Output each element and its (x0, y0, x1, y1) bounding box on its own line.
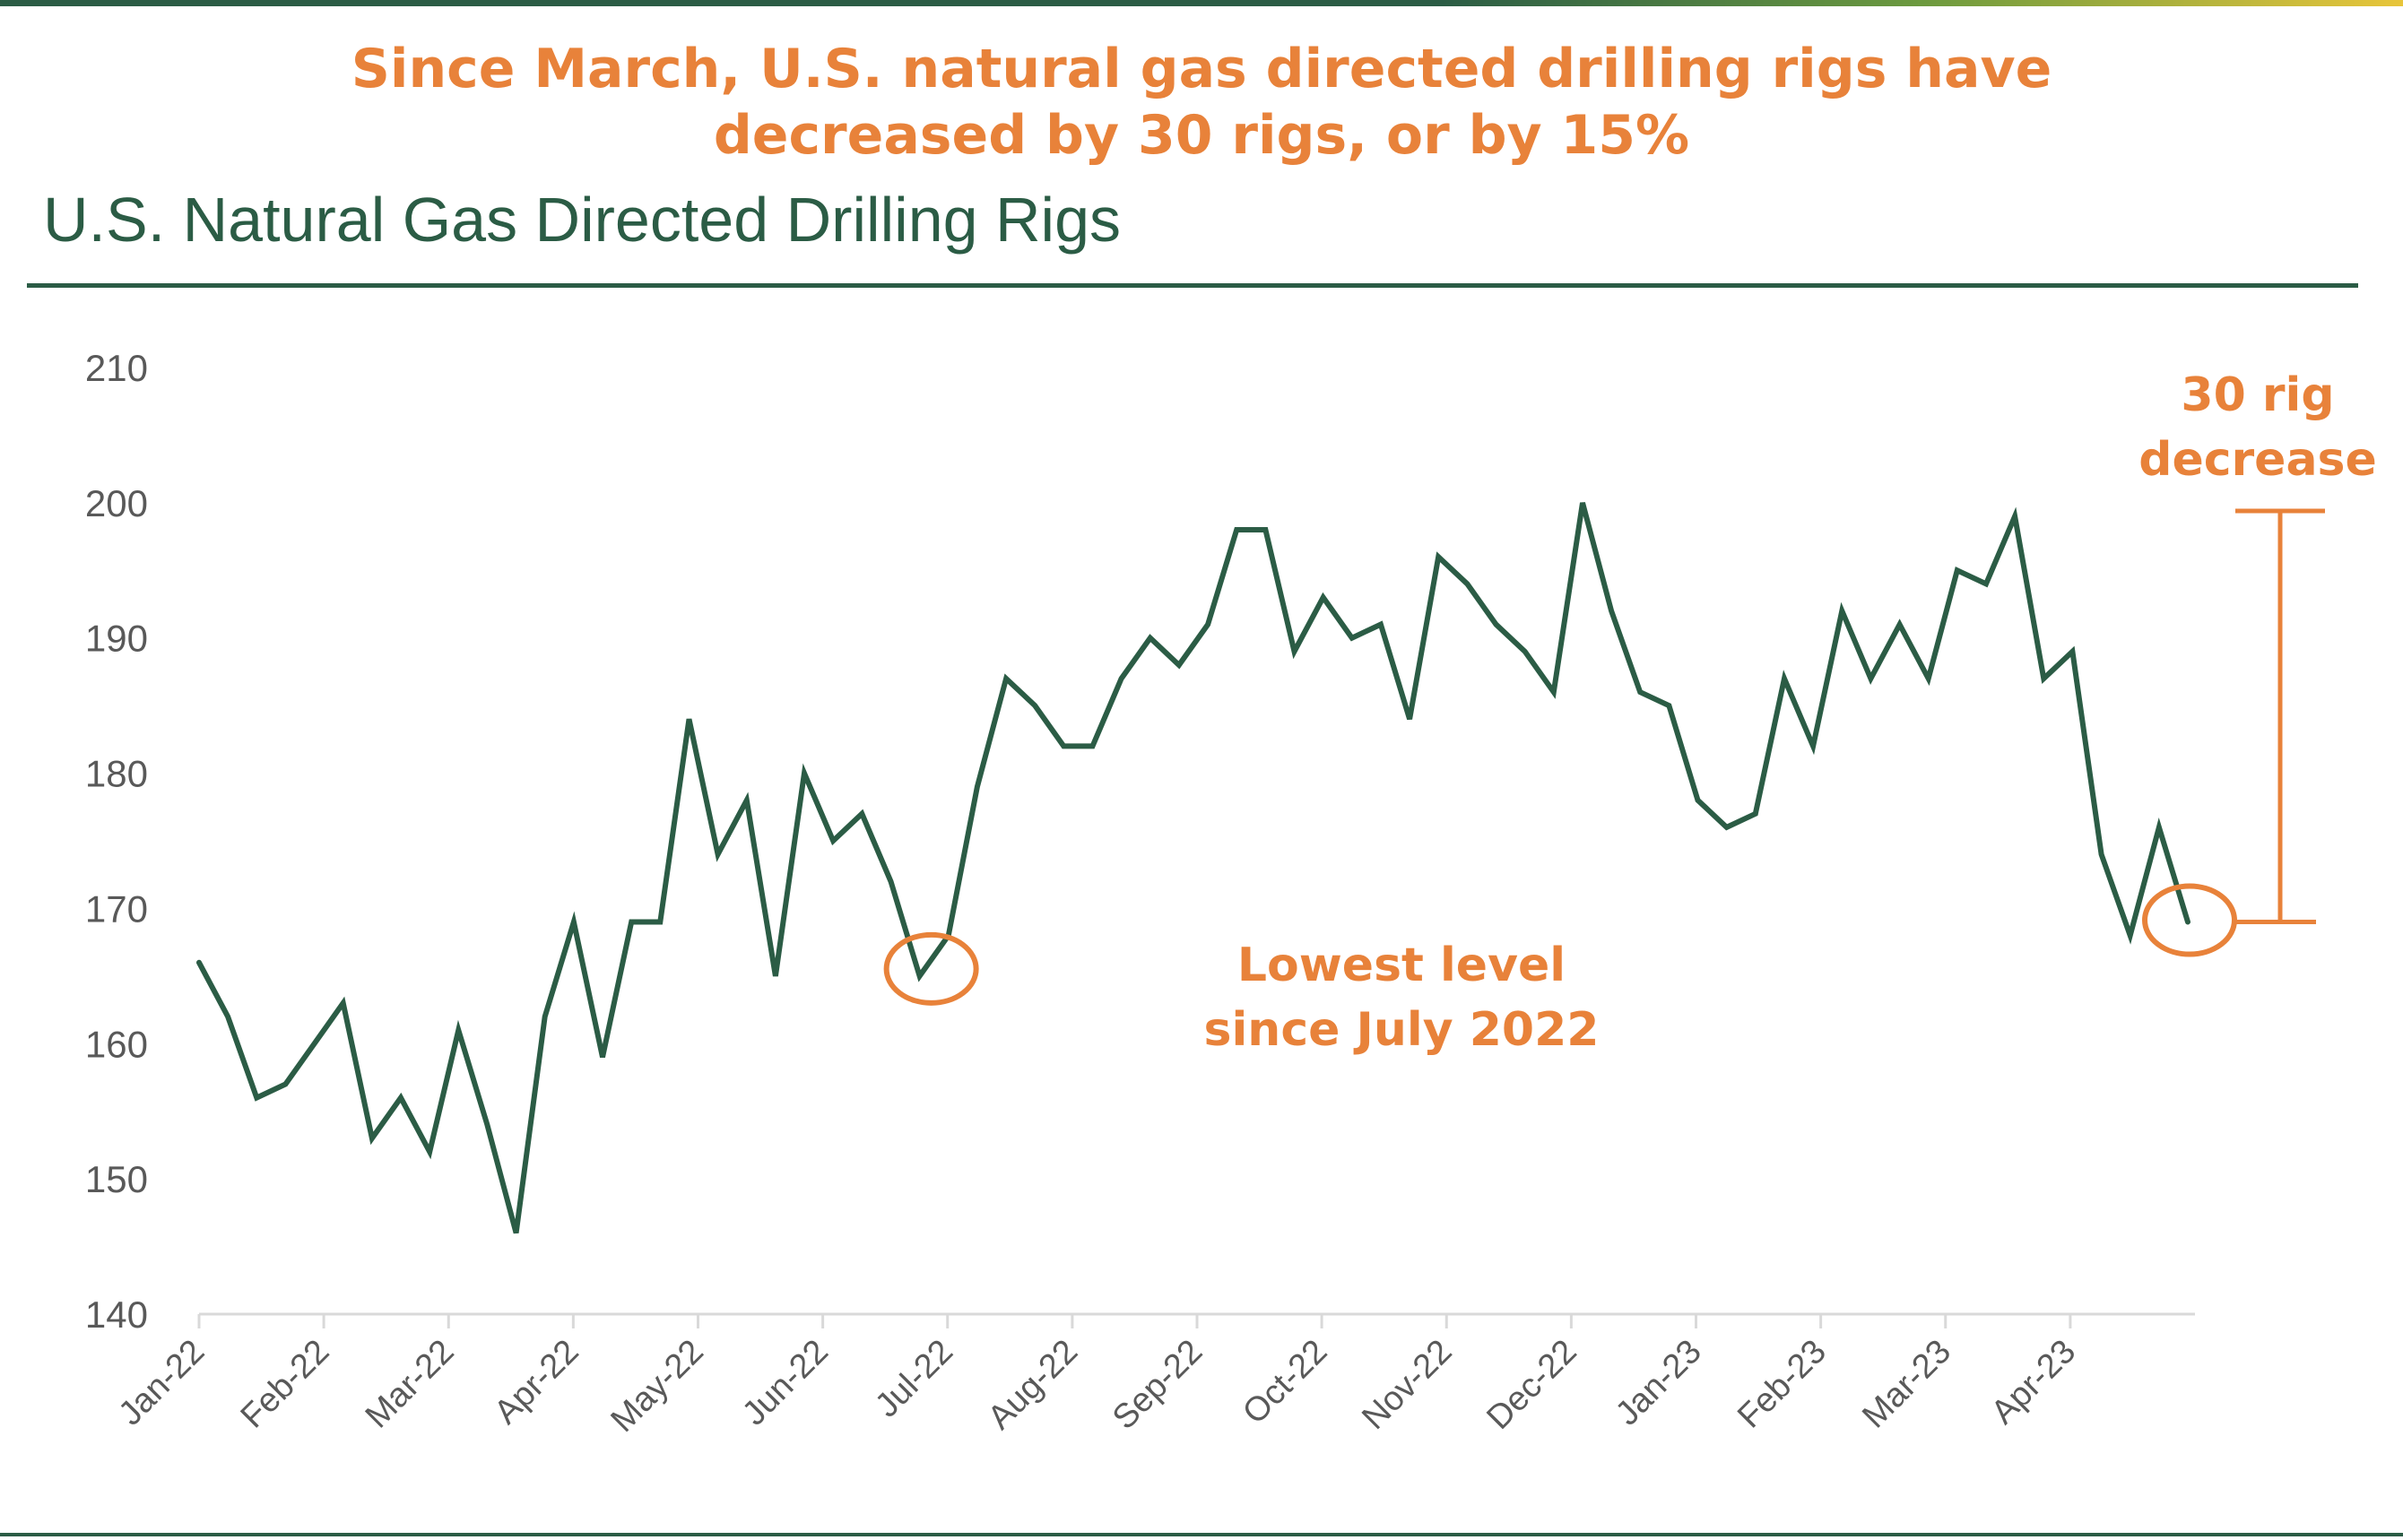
headline-line-1: Since March, U.S. natural gas directed d… (351, 38, 2052, 100)
x-tick-label: Aug-22 (981, 1333, 1085, 1437)
x-tick-label: May-22 (604, 1333, 711, 1440)
y-tick-label: 150 (85, 1158, 148, 1200)
x-tick-label: Feb-22 (234, 1333, 337, 1436)
headline: Since March, U.S. natural gas directed d… (0, 36, 2403, 169)
x-tick-label: Jan-22 (111, 1333, 212, 1433)
x-tick-label: Mar-22 (359, 1333, 462, 1436)
x-tick-label: Sep-22 (1106, 1333, 1210, 1437)
annotation-decrease-line-1: 30 rig (2181, 368, 2334, 422)
x-tick-label: Apr-23 (1984, 1333, 2083, 1432)
x-tick-label: Jan-23 (1609, 1333, 1709, 1433)
x-tick-label: Feb-23 (1731, 1333, 1834, 1436)
annotation-lowest-line-1: Lowest level (1237, 939, 1566, 992)
x-tick-label: Nov-22 (1355, 1333, 1459, 1437)
annotation-layer: Lowest level since July 2022 30 rig decr… (883, 368, 2377, 1057)
x-tick-label: Jul-22 (868, 1333, 960, 1425)
top-accent-bar (0, 0, 2403, 6)
x-tick-label: Apr-22 (487, 1333, 586, 1432)
annotation-decrease-line-2: decrease (2138, 433, 2377, 487)
x-tick-label: Jun-22 (735, 1333, 836, 1433)
x-tick-label: Dec-22 (1479, 1333, 1583, 1437)
x-tick-label: Mar-23 (1855, 1333, 1958, 1436)
series-layer (196, 502, 2190, 1234)
y-tick-label: 170 (85, 887, 148, 930)
bottom-divider (0, 1533, 2403, 1536)
y-tick-label: 160 (85, 1023, 148, 1065)
y-tick-label: 140 (85, 1293, 148, 1336)
title-divider (27, 283, 2358, 288)
series-line-gas-rigs (196, 502, 2190, 1234)
y-axis: 140 150 160 170 180 190 200 210 (85, 347, 148, 1336)
annotation-lowest-line-2: since July 2022 (1204, 1003, 1600, 1057)
y-tick-label: 180 (85, 753, 148, 795)
headline-line-2: decreased by 30 rigs, or by 15% (713, 104, 1690, 167)
x-tick-label: Oct-22 (1236, 1333, 1334, 1432)
chart-title: U.S. Natural Gas Directed Drilling Rigs (43, 185, 1122, 255)
y-tick-label: 200 (85, 482, 148, 524)
y-tick-label: 210 (85, 347, 148, 389)
x-axis: Jan-22 Feb-22 Mar-22 Apr-22 May-22 Jun-22 Jul-… (111, 1312, 2195, 1440)
y-tick-label: 190 (85, 618, 148, 660)
annotation-circle-july-low (883, 931, 979, 1006)
